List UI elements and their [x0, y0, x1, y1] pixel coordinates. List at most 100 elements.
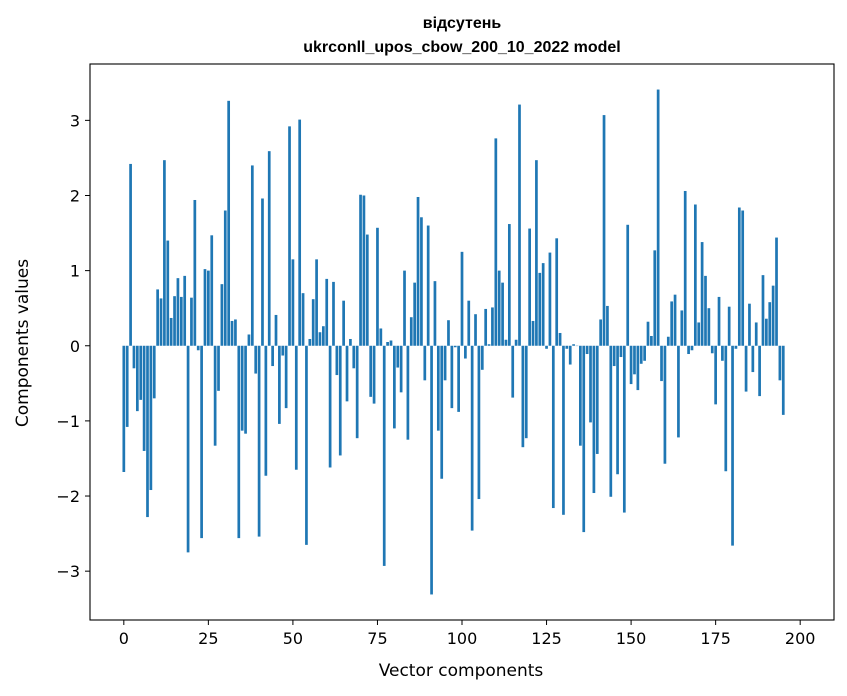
bar [342, 300, 345, 346]
bar [555, 238, 559, 346]
bar [514, 339, 518, 346]
bar [589, 345, 592, 423]
bars-group [122, 89, 785, 595]
bar [220, 284, 224, 346]
x-tick-label: 200 [785, 629, 816, 648]
bar [291, 259, 295, 346]
bar [376, 227, 379, 346]
bar [186, 345, 190, 553]
bar [288, 126, 291, 346]
y-tick-label: 2 [70, 186, 80, 205]
x-tick-label: 100 [447, 629, 478, 648]
bar [139, 345, 143, 400]
bar [548, 252, 552, 346]
bar [528, 228, 531, 346]
bar [568, 345, 572, 365]
bar [484, 308, 488, 346]
bar [382, 345, 386, 566]
bar [639, 345, 643, 364]
bar [768, 302, 772, 346]
bar [223, 210, 227, 346]
x-tick-label: 125 [531, 629, 562, 648]
bar [680, 310, 684, 346]
bar [311, 299, 315, 346]
bar [443, 345, 447, 381]
bar [474, 314, 477, 346]
chart-subtitle: ukrconll_upos_cbow_200_10_2022 model [303, 39, 620, 56]
bar [416, 196, 420, 346]
bar [247, 334, 251, 346]
bar [207, 270, 210, 346]
x-tick-label: 150 [616, 629, 647, 648]
bar [704, 275, 707, 346]
bar [423, 345, 427, 381]
bar [379, 328, 383, 346]
bar [125, 345, 129, 427]
bar [558, 332, 562, 346]
bar [156, 289, 159, 346]
bar [406, 345, 410, 440]
x-tick-label: 75 [367, 629, 387, 648]
bar [335, 345, 339, 376]
bar [217, 345, 220, 391]
bar [464, 345, 467, 359]
bar [697, 322, 701, 346]
bar [457, 345, 460, 412]
bar [294, 345, 298, 470]
bar [670, 301, 674, 346]
bar [626, 224, 630, 346]
bar [579, 345, 582, 446]
bar [714, 345, 717, 405]
bar [480, 345, 484, 370]
bar [345, 345, 349, 402]
bar [196, 345, 200, 351]
bar [450, 345, 454, 409]
bar [507, 224, 511, 346]
bar [616, 345, 619, 475]
bar [761, 275, 765, 346]
y-tick-label: −2 [56, 487, 80, 506]
y-tick-label: 1 [70, 262, 80, 281]
bar [595, 345, 599, 454]
bar [159, 298, 163, 346]
bar [565, 345, 569, 349]
bar [352, 345, 356, 369]
y-axis-ticks: −3 −2 −1 0 1 2 3 [56, 111, 90, 581]
bar [781, 345, 785, 415]
bar [710, 345, 714, 354]
bar [237, 345, 241, 539]
bar [717, 296, 721, 346]
bar [771, 285, 775, 346]
bar [585, 345, 589, 355]
bar [491, 307, 494, 346]
bar [731, 345, 734, 546]
bar [264, 345, 268, 476]
y-tick-label: 0 [70, 337, 80, 356]
bar [169, 317, 173, 346]
bar [369, 345, 373, 397]
bar [609, 345, 613, 497]
bar [545, 345, 548, 349]
bar [386, 342, 389, 346]
bar [149, 345, 153, 491]
bar [267, 151, 271, 346]
bar [690, 345, 694, 351]
bar [636, 345, 640, 391]
bar [646, 321, 650, 346]
bar [700, 242, 704, 346]
bar [460, 251, 464, 346]
x-tick-label: 25 [198, 629, 218, 648]
bar [721, 345, 724, 361]
bar [281, 345, 285, 356]
bar [477, 345, 481, 500]
bar [179, 296, 183, 346]
bar [210, 235, 214, 346]
bar [494, 138, 498, 346]
bar [227, 100, 231, 346]
bar [413, 282, 417, 346]
bar [497, 270, 501, 346]
bar [146, 345, 149, 518]
bar [511, 345, 515, 398]
bar [518, 104, 521, 346]
bar [744, 345, 748, 392]
